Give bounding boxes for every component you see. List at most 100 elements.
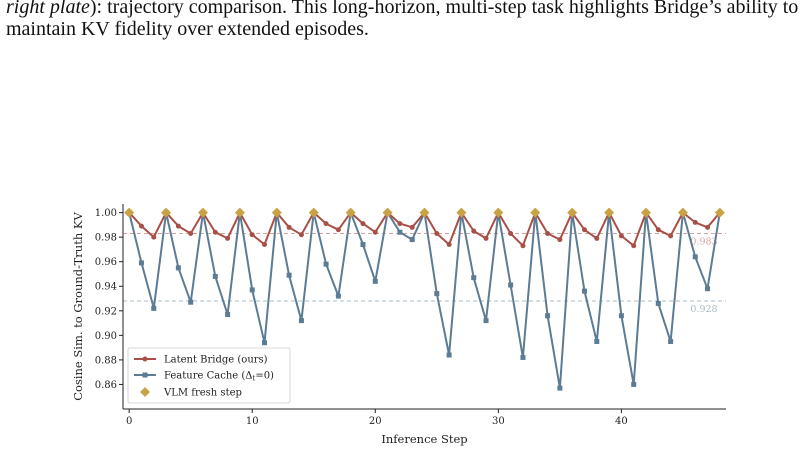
feature-cache-point — [360, 242, 366, 248]
vlm-fresh-step-point — [677, 207, 688, 218]
latent-bridge-point — [594, 235, 600, 241]
feature-cache-point — [483, 318, 489, 324]
vlm-fresh-step-point — [234, 207, 245, 218]
latent-bridge-point — [508, 230, 514, 236]
vlm-fresh-step-point — [493, 207, 504, 218]
caption-italic: right plate — [6, 0, 90, 18]
latent-bridge-point — [618, 233, 624, 239]
feature-cache-point — [618, 313, 624, 319]
feature-cache-point — [323, 261, 329, 267]
latent-bridge-point — [434, 230, 440, 236]
chart-legend: Latent Bridge (ours) Feature Cache (Δt=0… — [127, 347, 291, 404]
latent-bridge-point — [298, 232, 304, 238]
reference-label-0: 0.983 — [690, 236, 717, 247]
latent-bridge-point — [360, 221, 366, 227]
legend-label-latent-bridge: Latent Bridge (ours) — [164, 355, 268, 366]
latent-bridge-point — [372, 229, 378, 235]
feature-cache-point — [545, 313, 551, 319]
latent-bridge-point — [668, 233, 674, 239]
x-tick-label: 0 — [126, 416, 132, 427]
feature-cache-point — [668, 338, 674, 344]
vlm-fresh-step-point — [161, 207, 172, 218]
latent-bridge-point — [225, 235, 231, 241]
feature-cache-point — [138, 260, 144, 266]
feature-cache-point — [520, 354, 526, 360]
latent-bridge-point — [520, 243, 526, 249]
figure-caption: right plate): trajectory comparison. Thi… — [6, 0, 802, 40]
latent-bridge-point — [409, 224, 415, 230]
latent-bridge-point — [138, 223, 144, 229]
legend-marker-feature-cache — [142, 372, 148, 378]
vlm-fresh-step-point — [419, 207, 430, 218]
legend-label-feature-cache-suffix: =0) — [255, 371, 274, 382]
feature-cache-point — [557, 385, 563, 391]
legend-marker-vlm-fresh-step — [140, 387, 150, 397]
latent-bridge-point — [212, 229, 218, 235]
legend-label-feature-cache: Feature Cache (Δt=0) — [164, 371, 274, 383]
feature-cache-point — [655, 300, 661, 306]
feature-cache-point — [409, 237, 415, 243]
latent-bridge-point — [262, 242, 268, 248]
legend-label-vlm-fresh-step: VLM fresh step — [163, 388, 242, 399]
vlm-fresh-step-point — [714, 207, 725, 218]
feature-cache-point — [692, 254, 698, 260]
feature-cache-point — [397, 229, 403, 235]
feature-cache-point — [188, 299, 194, 305]
vlm-fresh-step-point — [456, 207, 467, 218]
latent-bridge-point — [397, 221, 403, 227]
feature-cache-point — [335, 293, 341, 299]
feature-cache-point — [151, 305, 157, 311]
axes: 0.86 0.88 0.90 0.92 0.94 0.96 0.98 1.00 0 10 20 30 4… — [95, 204, 726, 427]
latent-bridge-point — [692, 219, 698, 225]
y-tick-label: 0.96 — [95, 257, 117, 268]
y-tick-label: 0.90 — [95, 331, 117, 342]
latent-bridge-point — [483, 235, 489, 241]
vlm-fresh-step-point — [604, 207, 615, 218]
legend-frame — [127, 347, 291, 404]
y-tick-label: 0.88 — [95, 355, 117, 366]
latent-bridge-point — [249, 232, 255, 238]
latent-bridge-point — [175, 223, 181, 229]
feature-cache-point — [631, 381, 637, 387]
series-markers — [124, 207, 725, 391]
latent-bridge-point — [323, 221, 329, 227]
x-tick-label: 40 — [615, 416, 628, 427]
feature-cache-point — [249, 287, 255, 293]
vlm-fresh-step-point — [308, 207, 319, 218]
x-axis-label: Inference Step — [381, 432, 467, 446]
latent-bridge-point — [655, 227, 661, 233]
vlm-fresh-step-point — [530, 207, 541, 218]
vlm-fresh-step-point — [382, 207, 393, 218]
vlm-fresh-step-point — [197, 207, 208, 218]
latent-bridge-point — [557, 237, 563, 243]
vlm-fresh-step-point — [567, 207, 578, 218]
latent-bridge-point — [335, 227, 341, 233]
y-tick-label: 0.94 — [95, 282, 117, 293]
vlm-fresh-step-point — [271, 207, 282, 218]
latent-bridge-point — [446, 242, 452, 248]
vlm-fresh-step-point — [124, 207, 135, 218]
feature-cache-point — [372, 278, 378, 284]
feature-cache-point — [298, 318, 304, 324]
feature-cache-point — [434, 291, 440, 297]
y-axis-label: Cosine Sim. to Ground-Truth KV — [71, 212, 85, 401]
reference-label-1: 0.928 — [690, 304, 717, 315]
latent-bridge-point — [705, 224, 711, 230]
legend-marker-latent-bridge — [142, 356, 148, 362]
y-tick-label: 0.98 — [95, 233, 117, 244]
y-tick-label: 1.00 — [95, 208, 117, 219]
latent-bridge-point — [471, 228, 477, 234]
legend-label-feature-cache-prefix: Feature Cache (Δ — [164, 371, 252, 382]
feature-cache-point — [175, 265, 181, 271]
x-tick-label: 20 — [369, 416, 382, 427]
feature-cache-point — [286, 272, 292, 278]
latent-bridge-point — [188, 230, 194, 236]
latent-bridge-point — [286, 224, 292, 230]
feature-cache-point — [705, 286, 711, 292]
feature-cache-point — [594, 338, 600, 344]
feature-cache-point — [446, 352, 452, 358]
caption-text: ): trajectory comparison. This long-hori… — [6, 0, 799, 40]
feature-cache-point — [225, 311, 231, 317]
vlm-fresh-step-point — [641, 207, 652, 218]
